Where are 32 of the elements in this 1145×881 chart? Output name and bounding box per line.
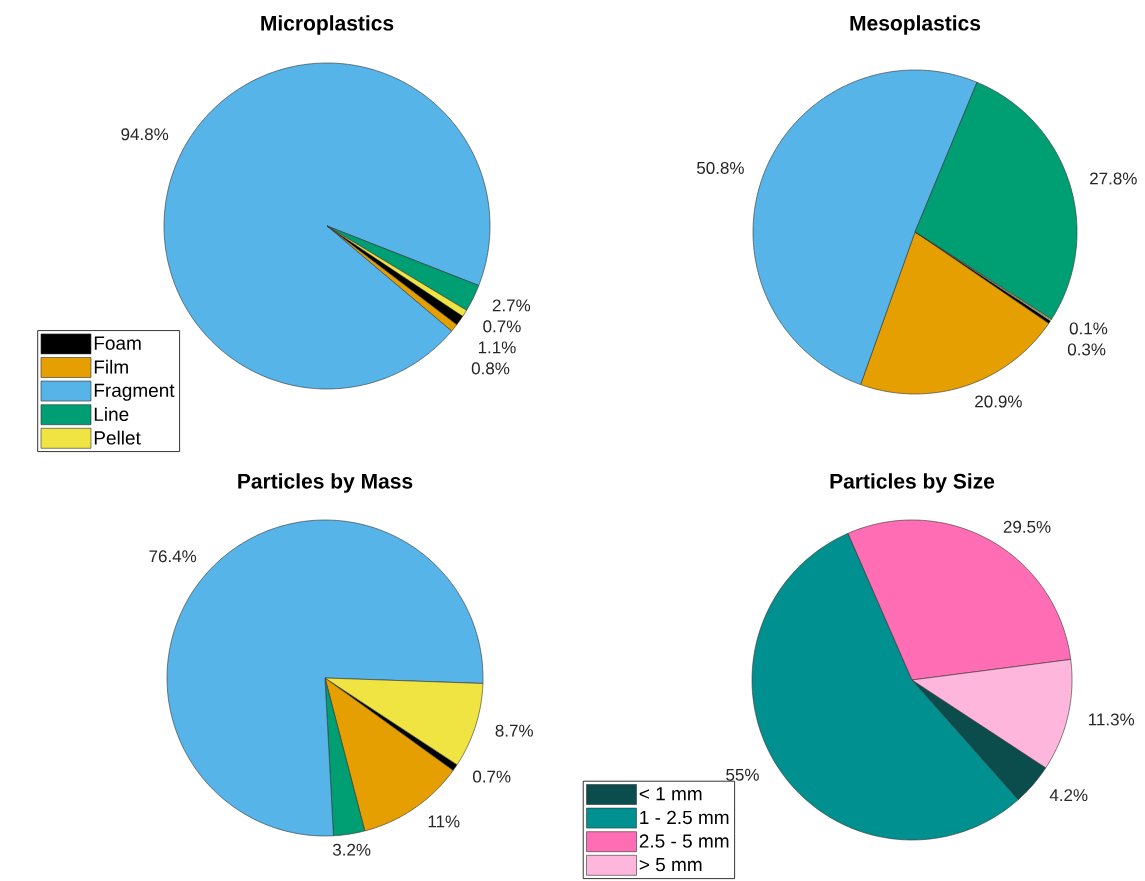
data-label: 0.8% (471, 362, 510, 375)
legend-label: 2.5 - 5 mm (639, 834, 729, 848)
data-label: 76.4% (149, 550, 197, 563)
data-label: 4.2% (1049, 789, 1088, 802)
chart-title: Mesoplastics (850, 15, 981, 35)
legend-label: Fragment (94, 383, 175, 401)
legend-label: Film (94, 359, 128, 374)
legend-label: Foam (94, 336, 141, 350)
data-label: 20.9% (975, 395, 1022, 408)
data-label: 0.3% (1067, 343, 1106, 356)
data-label: 50.8% (696, 161, 744, 174)
legend-label: Line (94, 407, 129, 422)
data-label: 27.8% (1090, 172, 1137, 185)
data-label: 0.1% (1069, 322, 1108, 335)
legend-label: 1 - 2.5 mm (640, 810, 729, 825)
legend-label: > 5 mm (639, 858, 702, 872)
chart-title: Particles by Mass (238, 473, 413, 493)
data-label: 29.5% (1003, 520, 1051, 533)
data-label: 1.1% (478, 341, 516, 354)
data-label: 11% (428, 815, 460, 828)
data-label: 94.8% (121, 128, 169, 141)
data-label: 3.2% (332, 843, 371, 856)
data-label: 0.7% (473, 770, 511, 783)
chart-title: Particles by Size (830, 473, 995, 493)
data-label: 8.7% (495, 724, 533, 737)
chart-title: Microplastics (261, 15, 394, 35)
data-label: 11.3% (1089, 713, 1135, 726)
data-label: 2.7% (492, 299, 531, 312)
legend-label: < 1 mm (639, 787, 702, 801)
legend-label: Pellet (94, 430, 141, 445)
data-label: 0.7% (483, 320, 521, 333)
data-label: 55% (726, 768, 759, 781)
